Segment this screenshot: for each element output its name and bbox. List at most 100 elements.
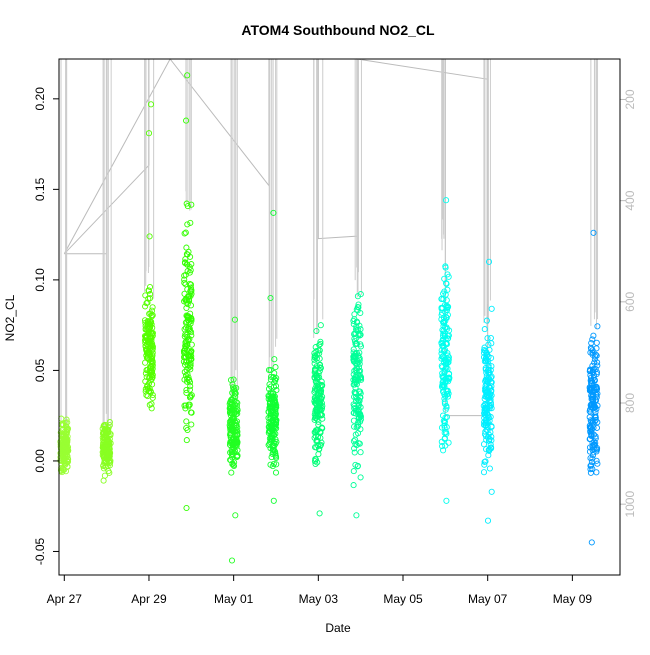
x-tick-label: May 09 (553, 592, 593, 606)
data-point (591, 438, 598, 445)
data-point (273, 402, 280, 409)
data-point (99, 434, 106, 441)
data-point-outlier (146, 233, 153, 240)
data-point (272, 364, 279, 371)
data-point (142, 388, 149, 395)
data-point (352, 340, 359, 348)
data-point (319, 402, 326, 410)
data-point (440, 322, 447, 330)
data-point (442, 291, 449, 298)
data-point (444, 271, 451, 278)
data-point (443, 430, 450, 437)
data-point (312, 433, 319, 440)
data-point (273, 375, 280, 382)
data-point (352, 366, 359, 374)
data-point (184, 371, 191, 378)
data-point (315, 380, 322, 388)
y-axis-label: NO2_CL (3, 294, 17, 341)
data-point (438, 355, 445, 362)
data-point (488, 379, 495, 386)
data-point (313, 362, 320, 370)
data-point (352, 360, 359, 367)
data-point (481, 410, 488, 417)
data-point (229, 448, 236, 455)
data-point (442, 341, 450, 348)
data-point (232, 441, 239, 448)
data-point-outlier (353, 512, 360, 519)
data-point (351, 445, 358, 452)
data-point (270, 390, 277, 397)
data-point (587, 462, 594, 469)
data-point (186, 327, 194, 334)
data-point (267, 461, 274, 468)
data-point (481, 344, 488, 351)
data-point (188, 341, 195, 348)
data-point (182, 319, 189, 326)
data-point (355, 371, 362, 378)
data-point (590, 365, 597, 372)
data-point (317, 442, 324, 449)
data-point (439, 443, 446, 450)
data-point (350, 317, 357, 324)
data-point (357, 291, 364, 298)
data-point (440, 447, 447, 454)
data-point (267, 438, 274, 446)
x-tick-label: Apr 29 (131, 592, 167, 606)
data-point (488, 305, 495, 312)
data-point (315, 394, 322, 401)
data-point (148, 337, 155, 344)
data-point (587, 349, 594, 356)
point-cluster (311, 322, 326, 517)
data-point-outlier (184, 72, 191, 79)
data-point-outlier (183, 504, 190, 512)
data-point (444, 352, 451, 359)
data-point-outlier (484, 517, 492, 524)
data-point (442, 414, 449, 421)
data-point (273, 461, 280, 468)
y-tick-label: 0.00 (33, 449, 47, 473)
data-point (351, 423, 358, 430)
data-point-outlier (267, 294, 274, 302)
data-point (481, 395, 488, 402)
data-point (317, 340, 324, 347)
data-point (352, 398, 360, 405)
data-point (357, 418, 364, 425)
data-point (311, 399, 318, 406)
data-point (443, 280, 450, 287)
data-point (313, 414, 320, 421)
data-point (312, 456, 319, 463)
data-point (357, 309, 364, 317)
data-point (270, 417, 277, 424)
data-point (183, 389, 190, 396)
data-point (593, 424, 601, 431)
data-point (445, 335, 452, 342)
data-point (146, 367, 153, 374)
x-tick-label: May 05 (383, 592, 423, 606)
data-point (184, 221, 191, 228)
data-point (486, 398, 493, 405)
point-cluster (265, 209, 280, 504)
data-point (63, 426, 71, 433)
data-point-outlier (485, 258, 493, 265)
data-point (593, 384, 600, 391)
data-point (186, 353, 193, 360)
data-point (487, 367, 494, 374)
data-point (146, 283, 154, 291)
data-point (149, 394, 156, 401)
data-point (353, 379, 360, 386)
data-points-layer (57, 72, 601, 564)
data-point (233, 402, 240, 409)
data-point (182, 405, 189, 412)
data-point (313, 327, 320, 335)
data-point (229, 460, 236, 467)
x-tick-label: Apr 27 (47, 592, 83, 606)
data-point (318, 412, 325, 419)
data-point (443, 314, 450, 321)
data-point (355, 396, 362, 404)
data-point (444, 365, 451, 372)
data-point (228, 418, 235, 425)
data-point (228, 452, 235, 459)
data-point (183, 378, 191, 385)
data-point (181, 279, 188, 286)
data-point (185, 374, 192, 381)
